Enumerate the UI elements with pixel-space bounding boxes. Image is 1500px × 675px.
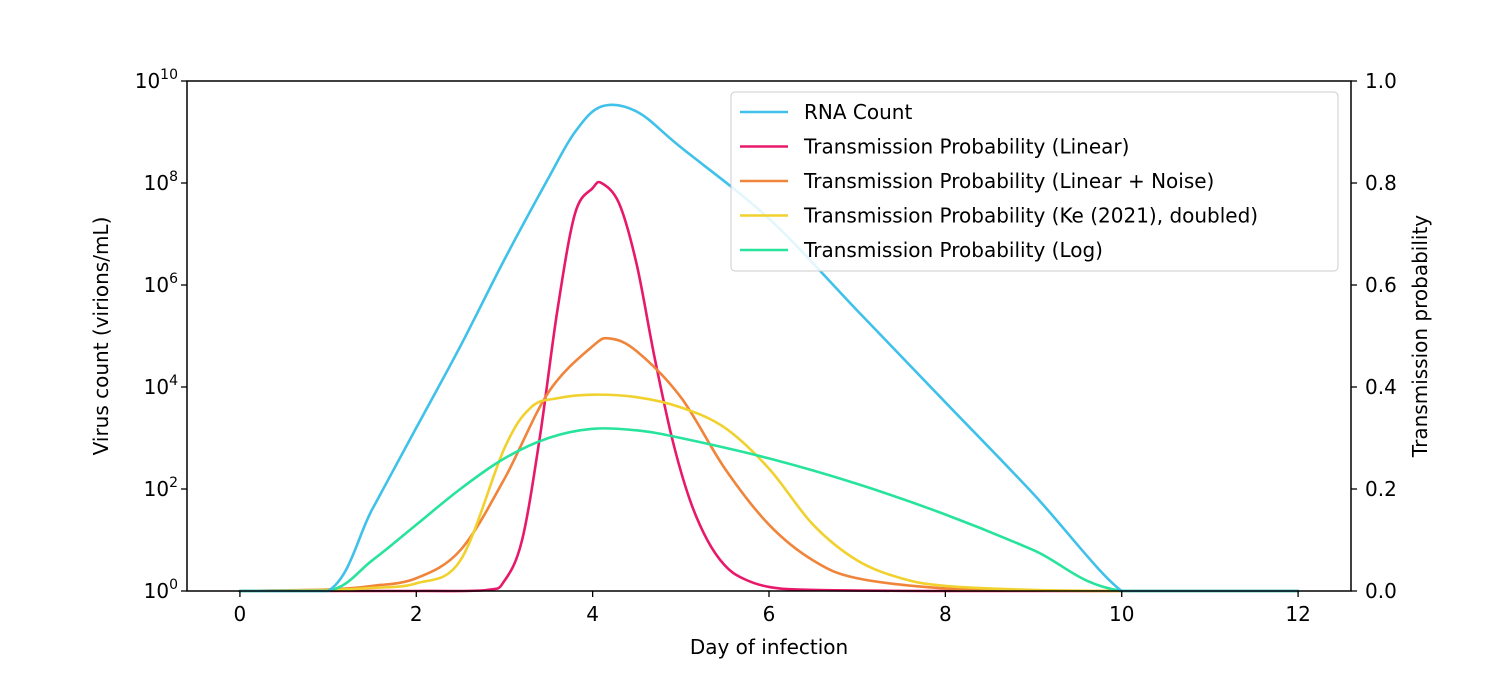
legend-label: RNA Count	[804, 100, 912, 124]
x-axis-label: Day of infection	[690, 635, 848, 659]
left-tick-label: 108	[144, 169, 178, 195]
legend: RNA Count Transmission Probability (Linea…	[730, 91, 1339, 272]
left-axis-ticks: 100 102 104 106 108 1010	[135, 67, 187, 603]
legend-box	[730, 91, 1339, 272]
x-tick-label: 6	[763, 602, 776, 626]
legend-label: Transmission Probability (Ke (2021), dou…	[803, 204, 1258, 228]
right-axis-ticks: 0.0 0.2 0.4 0.6 0.8 1.0	[1351, 69, 1397, 603]
right-tick-label: 0.0	[1365, 579, 1397, 603]
left-tick-label: 102	[144, 475, 178, 501]
legend-label: Transmission Probability (Log)	[803, 238, 1103, 262]
series-line-4	[238, 427, 1300, 593]
left-axis-label: Virus count (virions/mL)	[89, 217, 113, 456]
right-axis-label: Transmission probability	[1408, 215, 1432, 458]
x-tick-label: 10	[1109, 602, 1134, 626]
legend-label: Transmission Probability (Linear)	[803, 135, 1129, 159]
left-tick-label: 106	[144, 271, 178, 297]
series-line-0	[238, 103, 1300, 593]
x-axis-ticks: 0 2 4 6 8 10 12	[234, 591, 1311, 626]
right-tick-label: 0.6	[1365, 273, 1397, 297]
left-tick-label: 1010	[135, 67, 178, 93]
left-tick-label: 104	[144, 373, 178, 399]
right-tick-label: 0.4	[1365, 375, 1397, 399]
x-tick-label: 2	[410, 602, 423, 626]
x-tick-label: 8	[939, 602, 952, 626]
legend-label: Transmission Probability (Linear + Noise…	[803, 169, 1214, 193]
right-tick-label: 0.2	[1365, 477, 1397, 501]
right-tick-label: 1.0	[1365, 69, 1397, 93]
x-tick-label: 0	[234, 602, 247, 626]
series-line-2	[238, 336, 1300, 593]
series-line-3	[238, 393, 1300, 593]
x-tick-label: 4	[586, 602, 599, 626]
right-tick-label: 0.8	[1365, 171, 1397, 195]
left-tick-label: 100	[144, 577, 178, 603]
x-tick-label: 12	[1285, 602, 1310, 626]
